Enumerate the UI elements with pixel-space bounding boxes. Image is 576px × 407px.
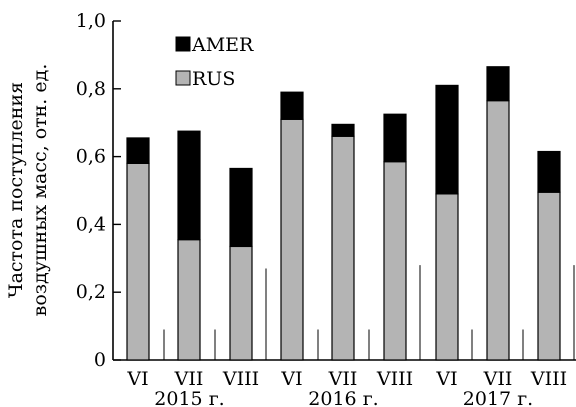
bar-segment-rus: [383, 161, 407, 361]
x-tick-label: VII: [328, 368, 358, 390]
y-axis-title-line: воздушных масс, отн. ед.: [29, 64, 51, 317]
bar-segment-rus: [331, 135, 355, 361]
x-tick-labels: VI VII VIII VI VII VIII VI VII VIII: [126, 368, 567, 390]
bar-segment-amer: [383, 113, 407, 163]
legend-label: RUS: [192, 68, 235, 90]
y-tick-label: 0: [94, 349, 106, 371]
year-label: 2015 г.: [154, 388, 224, 407]
legend: AMER RUS: [175, 34, 254, 90]
bar-segment-amer: [280, 91, 304, 120]
y-tick-label: 0,4: [76, 213, 106, 235]
x-tick-label: VII: [174, 368, 204, 390]
bar-segment-amer: [126, 137, 150, 164]
bar-segment-rus: [537, 191, 561, 361]
y-axis-title-line: Частота поступления: [5, 82, 27, 298]
legend-item-rus: RUS: [175, 68, 235, 90]
bar-segment-amer: [537, 150, 561, 193]
y-tick-label: 0,6: [76, 146, 106, 168]
bar-segment-rus: [435, 193, 459, 361]
x-tick-label: VIII: [530, 368, 567, 390]
bar-segment-amer: [486, 66, 510, 102]
x-tick-label: VIII: [222, 368, 259, 390]
x-tick-label: VIII: [376, 368, 413, 390]
x-tick-label: VI: [435, 368, 457, 390]
bar-segment-rus: [280, 118, 304, 361]
bar-segment-amer: [229, 167, 253, 248]
year-label: 2017 г.: [463, 388, 533, 407]
legend-label: AMER: [191, 34, 254, 56]
x-tick-label: VII: [483, 368, 513, 390]
bars: [126, 66, 561, 361]
group-separators: [163, 265, 575, 360]
y-ticks: 0 0,2 0,4 0,6 0,8 1,0: [76, 10, 121, 371]
legend-item-amer: AMER: [175, 34, 254, 56]
y-tick-label: 0,2: [76, 281, 106, 303]
x-tick-label: VI: [280, 368, 302, 390]
bar-segment-rus: [486, 100, 510, 361]
bar-segment-amer: [177, 130, 201, 241]
bar-segment-amer: [331, 123, 355, 137]
year-label: 2016 г.: [308, 388, 378, 407]
legend-swatch: [175, 70, 191, 86]
bar-segment-rus: [126, 162, 150, 361]
bar-segment-rus: [177, 239, 201, 361]
x-tick-label: VI: [126, 368, 148, 390]
bar-segment-amer: [435, 84, 459, 195]
year-labels: 2015 г. 2016 г. 2017 г.: [154, 388, 533, 407]
bar-segment-rus: [229, 245, 253, 361]
y-tick-label: 1,0: [76, 10, 106, 32]
y-tick-label: 0,8: [76, 78, 106, 100]
y-axis-title: Частота поступления воздушных масс, отн. …: [5, 64, 51, 317]
legend-swatch: [175, 36, 191, 52]
